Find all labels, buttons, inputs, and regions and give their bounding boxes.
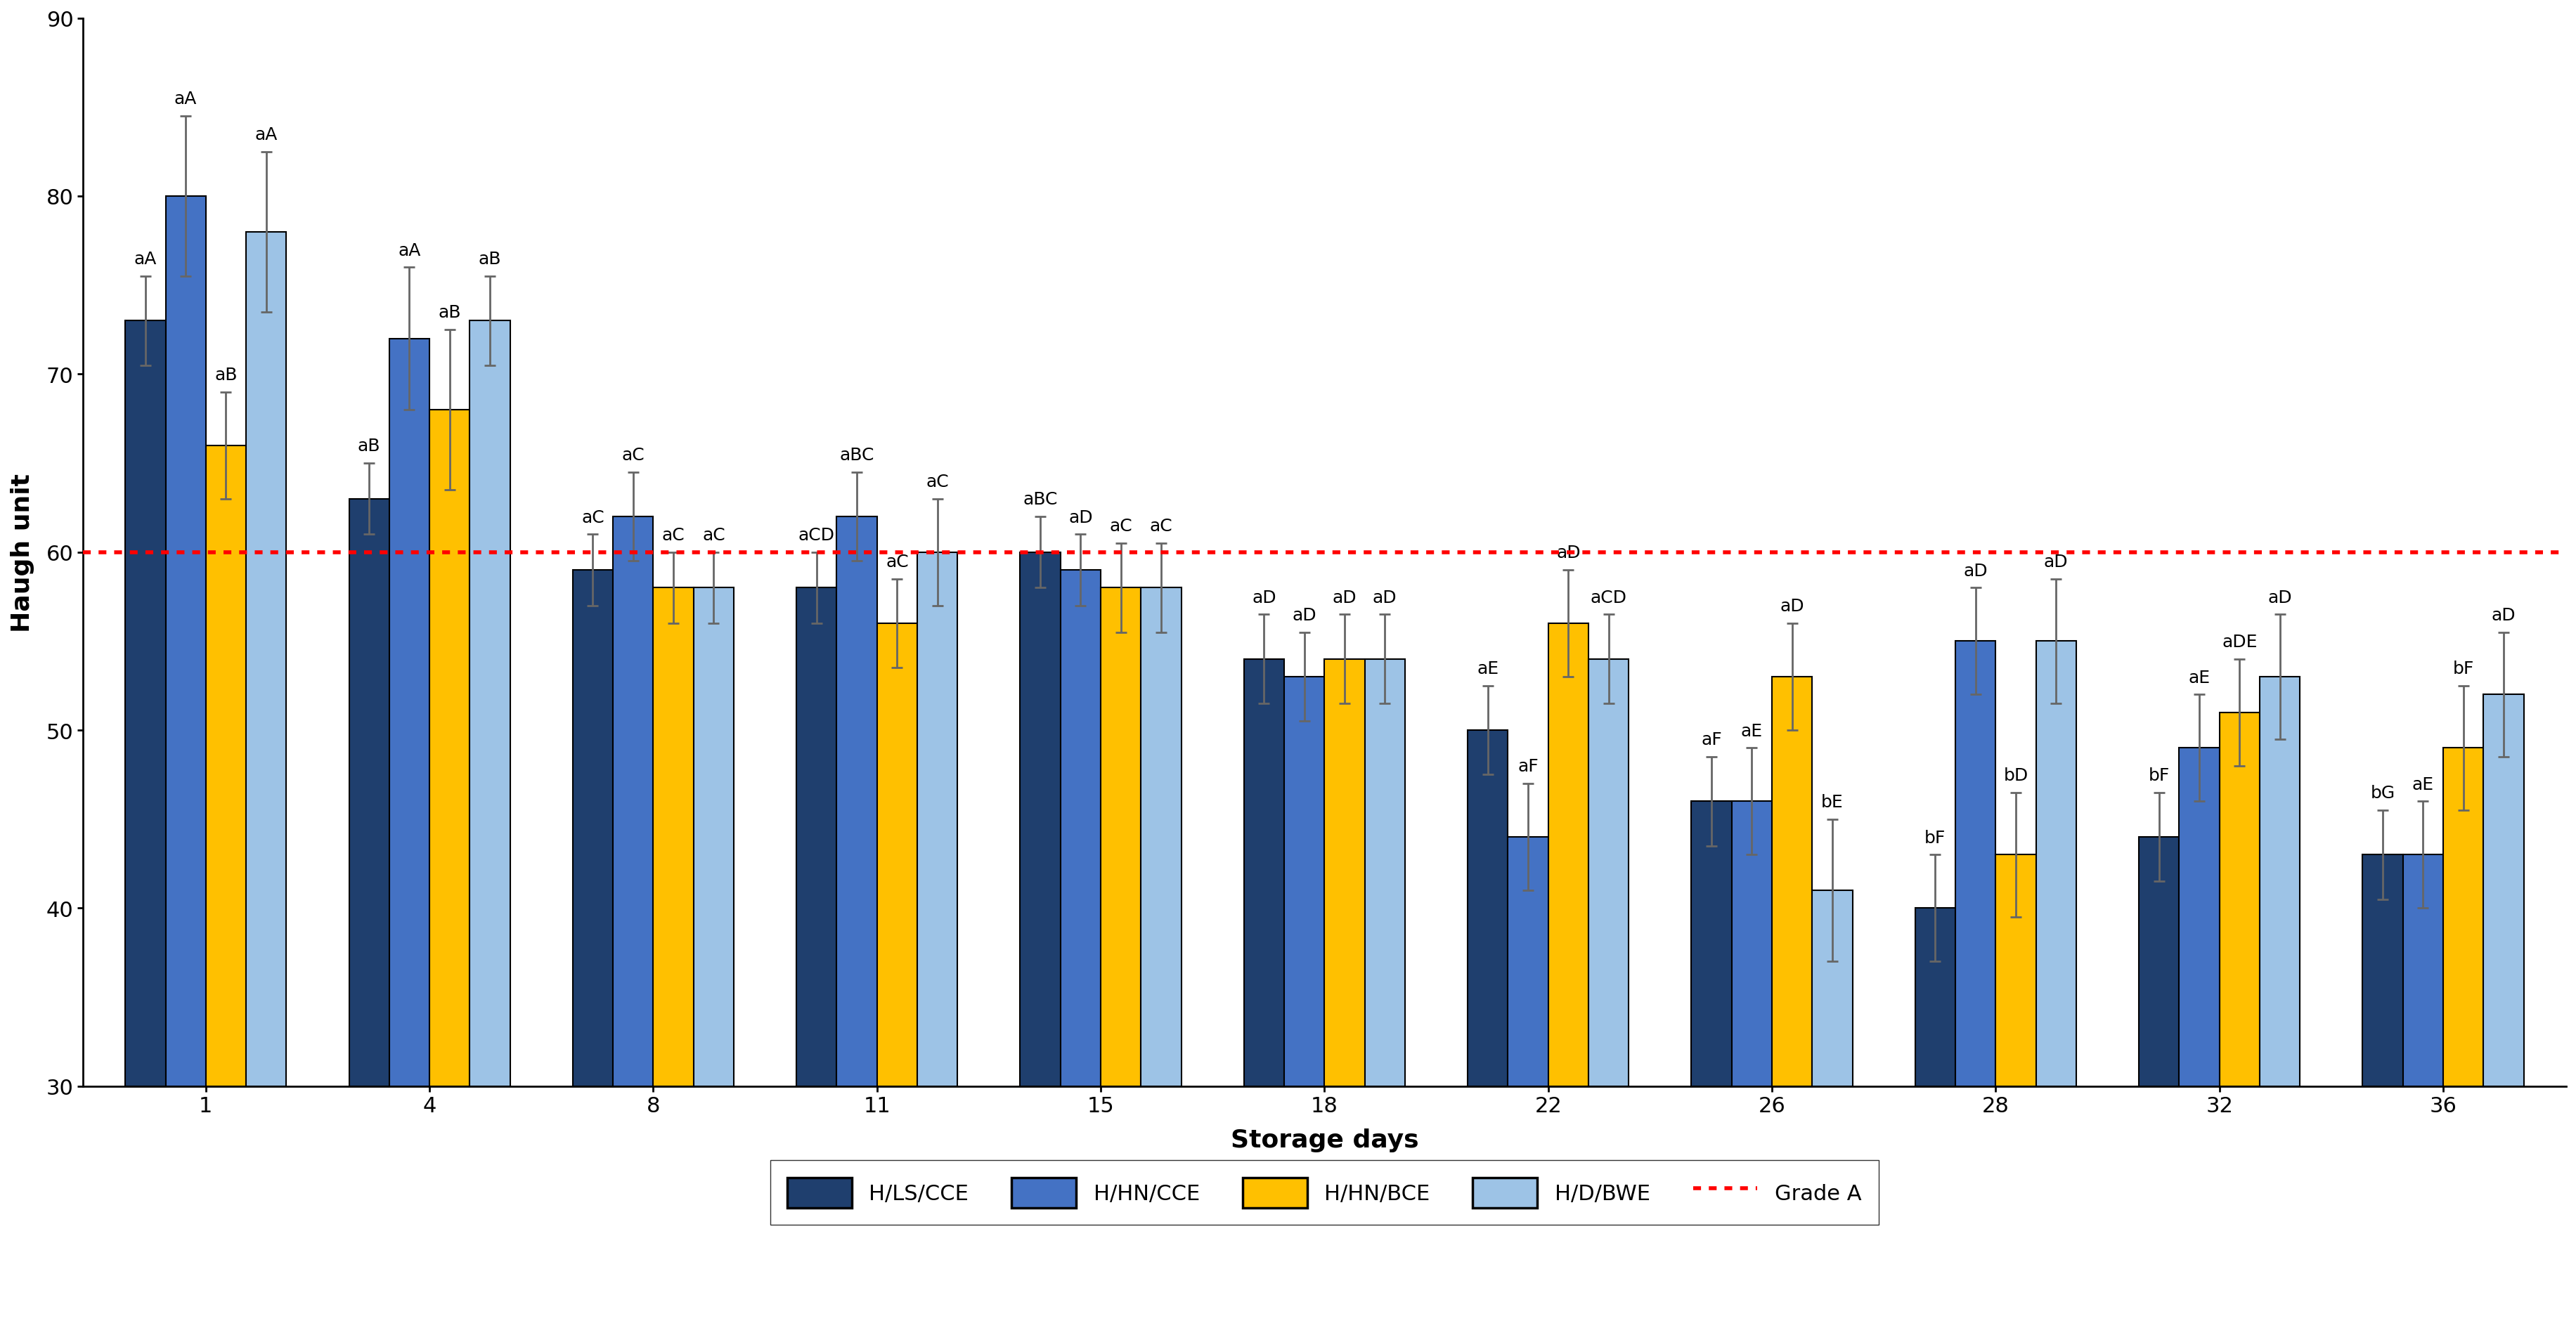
Bar: [1468, 731, 1507, 1086]
Bar: [2218, 712, 2259, 1086]
Bar: [1772, 678, 1811, 1086]
Bar: [1994, 855, 2035, 1086]
Bar: [1914, 909, 1955, 1086]
Bar: [2138, 838, 2179, 1086]
Text: bG: bG: [2370, 785, 2393, 802]
Bar: [1141, 588, 1180, 1086]
Bar: [2442, 748, 2483, 1086]
Text: bF: bF: [2452, 660, 2473, 678]
Text: bF: bF: [2148, 768, 2169, 783]
Bar: [2403, 855, 2442, 1086]
Text: aC: aC: [703, 527, 724, 543]
Bar: [613, 517, 654, 1086]
Bar: [2179, 748, 2218, 1086]
Bar: [126, 321, 165, 1086]
Text: aC: aC: [621, 446, 644, 464]
Legend: H/LS/CCE, H/HN/CCE, H/HN/BCE, H/D/BWE, Grade A: H/LS/CCE, H/HN/CCE, H/HN/BCE, H/D/BWE, G…: [770, 1160, 1878, 1225]
Text: aC: aC: [886, 553, 909, 571]
Text: aD: aD: [1373, 589, 1396, 606]
Text: aC: aC: [1149, 518, 1172, 535]
Bar: [1548, 624, 1587, 1086]
Text: aF: aF: [1517, 758, 1538, 775]
Bar: [2035, 642, 2076, 1086]
Bar: [2483, 695, 2522, 1086]
Text: aC: aC: [582, 509, 605, 526]
Text: aD: aD: [2491, 606, 2514, 624]
Bar: [796, 588, 837, 1086]
Text: aCD: aCD: [799, 527, 835, 543]
Bar: [654, 588, 693, 1086]
Bar: [917, 552, 958, 1086]
Text: aBC: aBC: [840, 446, 873, 464]
Bar: [1507, 838, 1548, 1086]
Text: aD: aD: [1291, 606, 1316, 624]
Bar: [1811, 890, 1852, 1086]
Bar: [1244, 659, 1283, 1086]
Text: aA: aA: [175, 91, 196, 107]
Bar: [876, 624, 917, 1086]
Text: aE: aE: [1741, 723, 1762, 740]
Bar: [1365, 659, 1404, 1086]
Text: bE: bE: [1821, 794, 1842, 811]
Bar: [247, 232, 286, 1086]
Bar: [1690, 802, 1731, 1086]
Bar: [693, 588, 734, 1086]
Bar: [1731, 802, 1772, 1086]
Text: aC: aC: [1110, 518, 1131, 535]
Text: aD: aD: [1963, 563, 1986, 579]
Bar: [2259, 678, 2300, 1086]
Text: bF: bF: [1924, 830, 1945, 845]
Bar: [1020, 552, 1061, 1086]
X-axis label: Storage days: Storage days: [1231, 1128, 1419, 1152]
Bar: [348, 499, 389, 1086]
Text: aD: aD: [1780, 598, 1803, 614]
Bar: [389, 339, 430, 1086]
Bar: [1283, 678, 1324, 1086]
Text: aD: aD: [1556, 544, 1579, 561]
Bar: [1100, 588, 1141, 1086]
Bar: [1324, 659, 1365, 1086]
Text: aC: aC: [925, 473, 948, 490]
Text: aA: aA: [397, 242, 420, 259]
Bar: [572, 571, 613, 1086]
Text: aA: aA: [134, 251, 157, 268]
Text: aB: aB: [479, 251, 502, 268]
Y-axis label: Haugh unit: Haugh unit: [10, 473, 33, 631]
Text: bD: bD: [2004, 768, 2027, 783]
Text: aD: aD: [2267, 589, 2290, 606]
Bar: [1587, 659, 1628, 1086]
Text: aD: aD: [1252, 589, 1275, 606]
Text: aD: aD: [1332, 589, 1358, 606]
Text: aB: aB: [438, 304, 461, 321]
Text: aC: aC: [662, 527, 685, 543]
Text: aBC: aBC: [1023, 491, 1056, 509]
Text: aB: aB: [214, 366, 237, 383]
Text: aE: aE: [2411, 775, 2434, 793]
Text: aE: aE: [1476, 660, 1499, 678]
Bar: [165, 197, 206, 1086]
Bar: [1061, 571, 1100, 1086]
Bar: [1955, 642, 1994, 1086]
Bar: [430, 410, 469, 1086]
Text: aA: aA: [255, 127, 278, 143]
Text: aE: aE: [2187, 668, 2210, 686]
Bar: [837, 517, 876, 1086]
Text: aDE: aDE: [2221, 634, 2257, 650]
Bar: [206, 445, 247, 1086]
Bar: [2362, 855, 2403, 1086]
Text: aD: aD: [2043, 553, 2069, 571]
Text: aF: aF: [1700, 732, 1721, 748]
Text: aB: aB: [358, 437, 381, 454]
Text: aD: aD: [1069, 509, 1092, 526]
Bar: [469, 321, 510, 1086]
Text: aCD: aCD: [1589, 589, 1625, 606]
